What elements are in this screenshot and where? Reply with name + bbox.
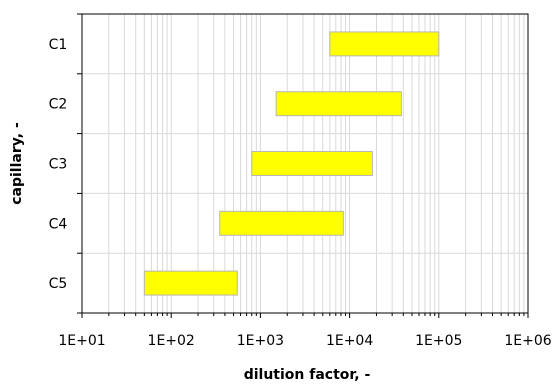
y-category-label: C3 xyxy=(49,157,68,173)
y-category-label: C4 xyxy=(49,216,68,232)
y-category-label: C1 xyxy=(49,37,68,53)
x-tick-label: 1E+02 xyxy=(148,333,195,349)
x-tick-label: 1E+04 xyxy=(326,333,373,349)
x-axis-title: dilution factor, - xyxy=(244,367,371,383)
range-bar-c1 xyxy=(329,31,440,57)
range-bar-c3 xyxy=(251,151,373,176)
y-category-label: C5 xyxy=(49,276,68,292)
plot-area-frame xyxy=(81,13,529,314)
range-bar-c2 xyxy=(275,91,402,117)
y-axis-labels: C1 C2 C3 C4 C5 xyxy=(49,13,82,314)
range-bar-c5 xyxy=(143,270,238,296)
x-axis-ticks: 1E+01 1E+02 1E+03 1E+04 1E+05 1E+06 xyxy=(58,313,552,349)
x-tick-label: 1E+03 xyxy=(237,333,284,349)
grid-lines xyxy=(82,14,528,313)
range-bar-c4 xyxy=(219,210,344,236)
bar-series xyxy=(143,31,440,296)
y-category-label: C2 xyxy=(49,97,68,113)
x-tick-label: 1E+06 xyxy=(504,333,551,349)
x-tick-label: 1E+01 xyxy=(58,333,105,349)
y-axis-title: capillary, - xyxy=(9,122,25,205)
x-tick-label: 1E+05 xyxy=(415,333,462,349)
